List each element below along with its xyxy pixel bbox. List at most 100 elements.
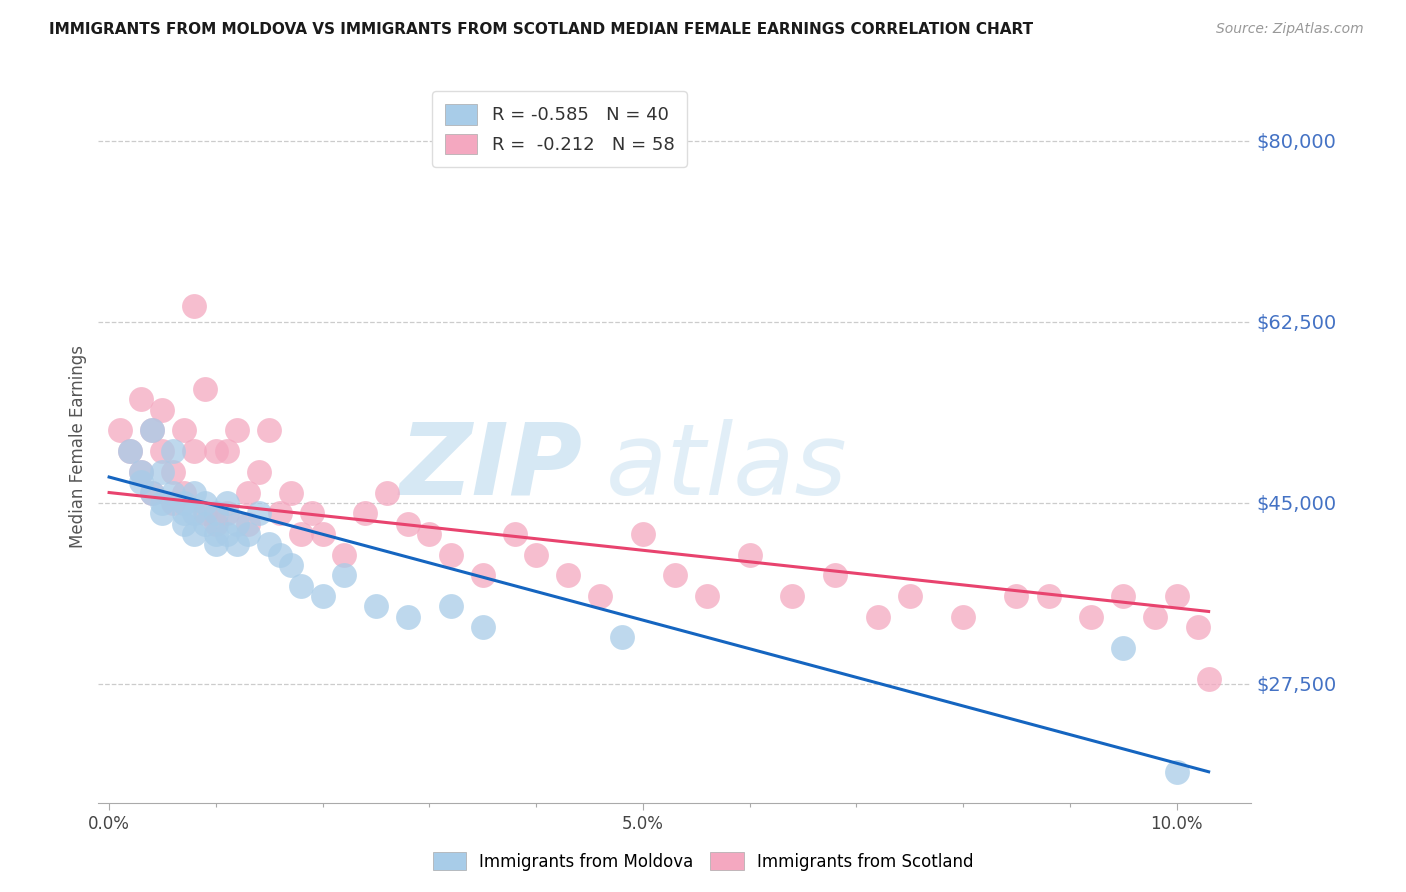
Point	[782, 589, 804, 603]
Point	[440, 548, 463, 562]
Point	[141, 424, 163, 438]
Point	[205, 527, 228, 541]
Point	[1112, 589, 1135, 603]
Point	[824, 568, 846, 582]
Point	[183, 444, 205, 458]
Point	[194, 506, 217, 520]
Point	[311, 527, 333, 541]
Point	[152, 465, 174, 479]
Point	[183, 299, 205, 313]
Point	[1187, 620, 1209, 634]
Point	[333, 548, 356, 562]
Point	[471, 620, 494, 634]
Point	[183, 527, 205, 541]
Y-axis label: Median Female Earnings: Median Female Earnings	[69, 344, 87, 548]
Text: atlas: atlas	[606, 419, 848, 516]
Point	[194, 516, 217, 531]
Point	[1038, 589, 1060, 603]
Point	[280, 558, 302, 572]
Point	[301, 506, 323, 520]
Point	[152, 506, 174, 520]
Point	[1112, 640, 1135, 655]
Point	[205, 537, 228, 551]
Point	[269, 506, 291, 520]
Point	[247, 506, 270, 520]
Point	[631, 527, 654, 541]
Point	[1080, 609, 1102, 624]
Point	[418, 527, 440, 541]
Point	[898, 589, 921, 603]
Point	[152, 444, 174, 458]
Point	[173, 506, 195, 520]
Point	[333, 568, 356, 582]
Point	[141, 485, 163, 500]
Point	[1144, 609, 1167, 624]
Point	[290, 579, 312, 593]
Point	[215, 444, 238, 458]
Point	[696, 589, 718, 603]
Point	[152, 496, 174, 510]
Point	[162, 465, 184, 479]
Text: IMMIGRANTS FROM MOLDOVA VS IMMIGRANTS FROM SCOTLAND MEDIAN FEMALE EARNINGS CORRE: IMMIGRANTS FROM MOLDOVA VS IMMIGRANTS FR…	[49, 22, 1033, 37]
Point	[226, 424, 249, 438]
Point	[471, 568, 494, 582]
Point	[205, 444, 228, 458]
Point	[664, 568, 686, 582]
Point	[524, 548, 547, 562]
Point	[205, 516, 228, 531]
Point	[183, 506, 205, 520]
Point	[194, 496, 217, 510]
Point	[290, 527, 312, 541]
Point	[311, 589, 333, 603]
Point	[589, 589, 612, 603]
Point	[236, 516, 259, 531]
Point	[952, 609, 974, 624]
Point	[396, 516, 419, 531]
Point	[440, 599, 463, 614]
Point	[129, 392, 152, 407]
Point	[129, 465, 152, 479]
Point	[280, 485, 302, 500]
Point	[257, 424, 280, 438]
Point	[108, 424, 131, 438]
Point	[257, 537, 280, 551]
Point	[162, 496, 184, 510]
Point	[866, 609, 889, 624]
Legend: R = -0.585   N = 40, R =  -0.212   N = 58: R = -0.585 N = 40, R = -0.212 N = 58	[432, 91, 688, 167]
Point	[396, 609, 419, 624]
Point	[354, 506, 377, 520]
Point	[141, 424, 163, 438]
Point	[1166, 764, 1188, 779]
Point	[173, 516, 195, 531]
Point	[1166, 589, 1188, 603]
Point	[236, 527, 259, 541]
Point	[1198, 672, 1220, 686]
Point	[215, 506, 238, 520]
Point	[120, 444, 142, 458]
Point	[120, 444, 142, 458]
Point	[173, 496, 195, 510]
Point	[247, 465, 270, 479]
Point	[738, 548, 761, 562]
Point	[610, 630, 633, 644]
Point	[129, 475, 152, 490]
Point	[1005, 589, 1028, 603]
Point	[269, 548, 291, 562]
Legend: Immigrants from Moldova, Immigrants from Scotland: Immigrants from Moldova, Immigrants from…	[425, 844, 981, 880]
Point	[557, 568, 579, 582]
Point	[183, 485, 205, 500]
Point	[162, 444, 184, 458]
Point	[129, 465, 152, 479]
Point	[375, 485, 398, 500]
Point	[173, 424, 195, 438]
Point	[173, 485, 195, 500]
Point	[364, 599, 387, 614]
Point	[205, 506, 228, 520]
Point	[226, 537, 249, 551]
Text: Source: ZipAtlas.com: Source: ZipAtlas.com	[1216, 22, 1364, 37]
Text: ZIP: ZIP	[399, 419, 582, 516]
Point	[236, 485, 259, 500]
Point	[215, 496, 238, 510]
Point	[194, 382, 217, 396]
Point	[141, 485, 163, 500]
